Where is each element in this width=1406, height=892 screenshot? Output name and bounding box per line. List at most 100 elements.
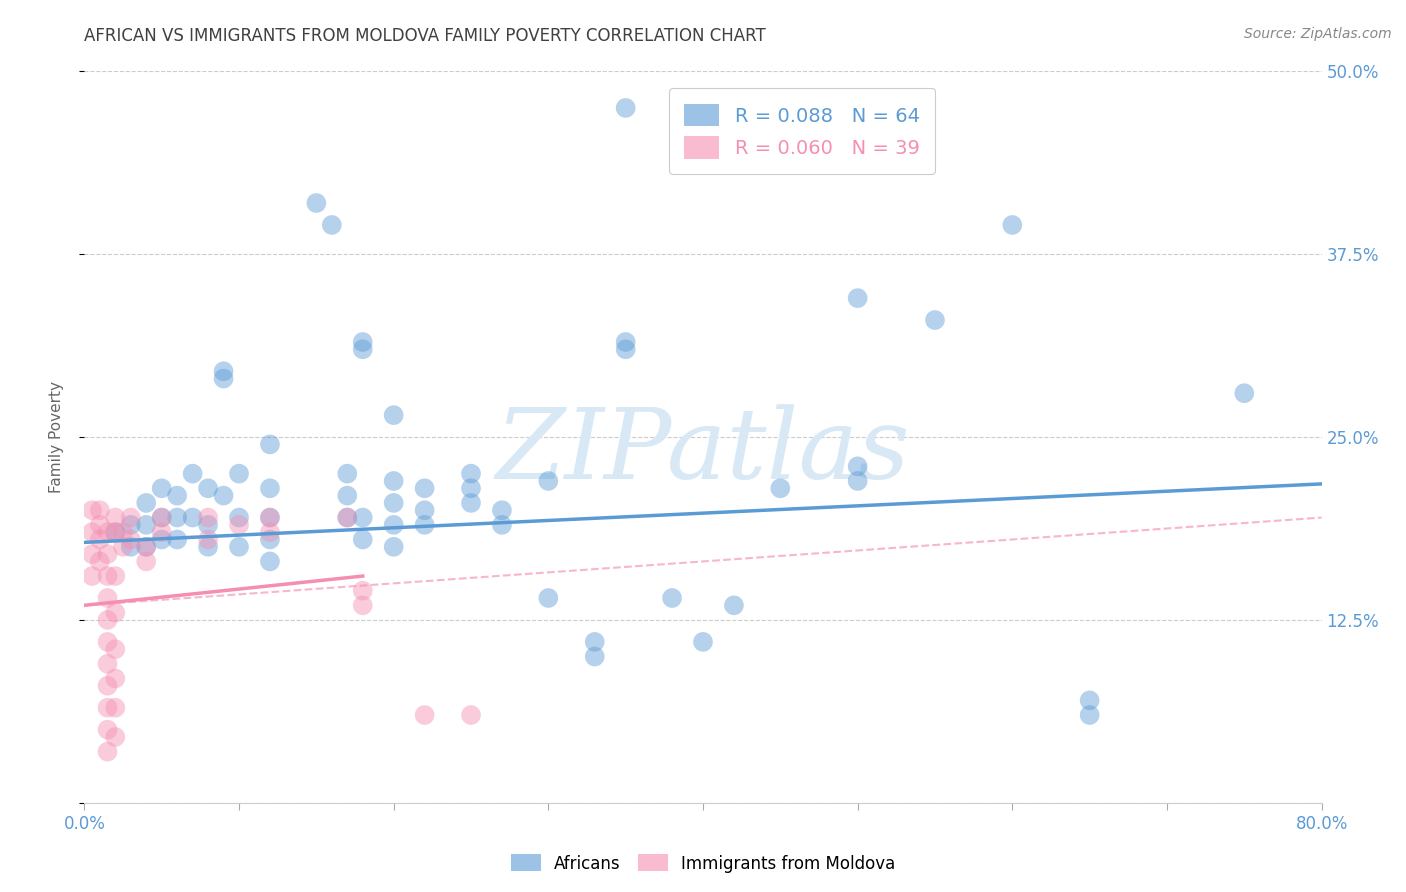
- Point: [97, 679, 120, 693]
- Point: [212, 489, 235, 503]
- Point: [212, 371, 235, 385]
- Text: Source: ZipAtlas.com: Source: ZipAtlas.com: [1244, 27, 1392, 41]
- Point: [259, 554, 281, 568]
- Point: [212, 364, 235, 378]
- Point: [120, 533, 142, 547]
- Point: [89, 517, 111, 532]
- Point: [259, 510, 281, 524]
- Point: [352, 533, 374, 547]
- Point: [413, 481, 436, 495]
- Point: [336, 510, 359, 524]
- Point: [537, 591, 560, 605]
- Point: [460, 496, 482, 510]
- Point: [112, 540, 135, 554]
- Point: [413, 503, 436, 517]
- Point: [104, 606, 127, 620]
- Point: [460, 708, 482, 723]
- Point: [104, 700, 127, 714]
- Point: [135, 540, 157, 554]
- Point: [150, 510, 173, 524]
- Point: [97, 613, 120, 627]
- Point: [583, 635, 606, 649]
- Point: [97, 547, 120, 561]
- Point: [382, 517, 405, 532]
- Point: [259, 437, 281, 451]
- Point: [97, 745, 120, 759]
- Point: [97, 591, 120, 605]
- Legend: R = 0.088   N = 64, R = 0.060   N = 39: R = 0.088 N = 64, R = 0.060 N = 39: [669, 88, 935, 174]
- Point: [614, 101, 637, 115]
- Point: [104, 730, 127, 744]
- Point: [491, 503, 513, 517]
- Point: [166, 510, 188, 524]
- Point: [82, 503, 104, 517]
- Point: [259, 533, 281, 547]
- Point: [150, 481, 173, 495]
- Point: [112, 525, 135, 540]
- Point: [166, 533, 188, 547]
- Point: [120, 510, 142, 524]
- Point: [228, 517, 250, 532]
- Point: [104, 525, 127, 540]
- Point: [352, 334, 374, 349]
- Point: [104, 525, 127, 540]
- Point: [336, 510, 359, 524]
- Point: [661, 591, 683, 605]
- Point: [413, 708, 436, 723]
- Legend: Africans, Immigrants from Moldova: Africans, Immigrants from Moldova: [505, 847, 901, 880]
- Point: [181, 510, 204, 524]
- Point: [150, 533, 173, 547]
- Point: [228, 540, 250, 554]
- Point: [1078, 693, 1101, 707]
- Point: [104, 569, 127, 583]
- Point: [259, 525, 281, 540]
- Point: [104, 510, 127, 524]
- Point: [89, 503, 111, 517]
- Point: [166, 489, 188, 503]
- Point: [97, 723, 120, 737]
- Point: [104, 642, 127, 657]
- Point: [259, 481, 281, 495]
- Point: [382, 408, 405, 422]
- Point: [197, 540, 219, 554]
- Point: [352, 510, 374, 524]
- Point: [150, 510, 173, 524]
- Point: [336, 489, 359, 503]
- Point: [82, 525, 104, 540]
- Point: [321, 218, 343, 232]
- Point: [769, 481, 792, 495]
- Point: [305, 196, 328, 211]
- Point: [197, 481, 219, 495]
- Text: ZIPatlas: ZIPatlas: [496, 404, 910, 500]
- Point: [89, 554, 111, 568]
- Point: [135, 554, 157, 568]
- Y-axis label: Family Poverty: Family Poverty: [49, 381, 63, 493]
- Point: [135, 540, 157, 554]
- Point: [104, 672, 127, 686]
- Point: [82, 547, 104, 561]
- Point: [135, 496, 157, 510]
- Point: [614, 343, 637, 357]
- Point: [259, 510, 281, 524]
- Point: [352, 599, 374, 613]
- Point: [82, 569, 104, 583]
- Point: [120, 517, 142, 532]
- Point: [460, 481, 482, 495]
- Point: [846, 459, 869, 474]
- Point: [537, 474, 560, 488]
- Point: [89, 533, 111, 547]
- Point: [352, 583, 374, 598]
- Point: [1001, 218, 1024, 232]
- Point: [413, 517, 436, 532]
- Point: [135, 517, 157, 532]
- Point: [846, 291, 869, 305]
- Text: AFRICAN VS IMMIGRANTS FROM MOLDOVA FAMILY POVERTY CORRELATION CHART: AFRICAN VS IMMIGRANTS FROM MOLDOVA FAMIL…: [84, 27, 766, 45]
- Point: [382, 474, 405, 488]
- Point: [723, 599, 745, 613]
- Point: [924, 313, 946, 327]
- Point: [228, 467, 250, 481]
- Point: [197, 517, 219, 532]
- Point: [1233, 386, 1256, 401]
- Point: [1078, 708, 1101, 723]
- Point: [97, 635, 120, 649]
